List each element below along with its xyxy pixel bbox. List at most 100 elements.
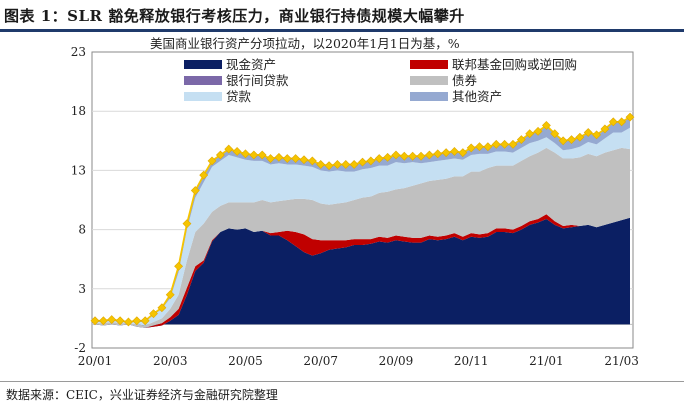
- legend-label-other: 其他资产: [452, 89, 502, 104]
- total-point: [190, 186, 200, 195]
- total-point: [149, 309, 158, 319]
- legend-swatch-other: [410, 92, 448, 101]
- total-point: [232, 147, 242, 156]
- y-tick-label: 23: [71, 45, 86, 59]
- total-point: [266, 154, 275, 163]
- total-point: [617, 117, 627, 127]
- total-point: [567, 135, 576, 145]
- legend-label-loans: 贷款: [226, 89, 252, 104]
- total-point: [215, 150, 225, 160]
- total-point: [316, 160, 326, 169]
- legend-label-interbank: 银行间贷款: [226, 73, 289, 88]
- x-tick-label: 20/01: [78, 354, 113, 368]
- area-securities: [95, 147, 630, 328]
- x-tick-label: 21/03: [604, 354, 639, 368]
- legend-swatch-securities: [410, 76, 448, 85]
- legend-swatch-cash: [184, 60, 222, 69]
- total-point: [224, 144, 234, 154]
- total-point: [366, 156, 376, 166]
- total-point: [533, 126, 543, 136]
- total-point: [608, 117, 618, 127]
- y-tick-label: 13: [71, 163, 86, 177]
- total-point: [332, 160, 342, 169]
- total-point: [525, 129, 535, 139]
- total-point: [391, 150, 401, 160]
- total-point: [541, 120, 551, 130]
- total-point: [358, 157, 367, 167]
- total-point: [500, 139, 510, 149]
- total-point: [483, 142, 493, 152]
- total-point: [241, 149, 250, 159]
- total-point: [249, 150, 259, 160]
- source-note: 数据来源：CEIC，兴业证券经济与金融研究院整理: [6, 388, 278, 402]
- legend-label-cash: 现金资产: [226, 57, 276, 72]
- legend-label-fedfunds: 联邦基金回购或逆回购: [452, 57, 577, 72]
- x-tick-label: 20/09: [379, 354, 414, 368]
- title-rule: [0, 29, 684, 32]
- stacked-areas: [95, 117, 630, 328]
- x-tick-label: 20/05: [228, 354, 263, 368]
- area-loans: [95, 127, 630, 326]
- total-point: [98, 316, 108, 326]
- x-tick-label: 20/07: [303, 354, 338, 368]
- total-point: [416, 151, 426, 161]
- total-point: [592, 130, 601, 140]
- total-point: [450, 147, 459, 156]
- total-point: [383, 152, 393, 162]
- total-point: [458, 148, 468, 158]
- total-point: [508, 139, 518, 149]
- total-point: [140, 316, 150, 326]
- total-point: [491, 139, 501, 149]
- total-point: [374, 154, 384, 163]
- total-point: [174, 261, 184, 271]
- legend-swatch-fedfunds: [410, 60, 448, 69]
- total-point: [157, 303, 167, 313]
- total-point: [433, 149, 443, 159]
- total-point: [583, 128, 593, 137]
- total-point: [341, 160, 351, 169]
- total-point: [207, 156, 217, 166]
- total-point: [90, 316, 100, 326]
- total-point: [182, 219, 192, 229]
- total-point: [115, 316, 125, 326]
- figure-title: 图表 1：SLR 豁免释放银行考核压力，商业银行持债规模大幅攀升: [4, 7, 465, 25]
- total-point: [132, 316, 142, 326]
- chart-title: 美国商业银行资产分项拉动，以2020年1月1日为基，%: [150, 36, 460, 51]
- total-line: [90, 112, 635, 327]
- total-point: [466, 143, 476, 153]
- x-tick-label: 20/11: [454, 354, 489, 368]
- total-point: [307, 156, 317, 166]
- total-point: [399, 151, 409, 161]
- total-point: [199, 170, 209, 180]
- legend-swatch-loans: [184, 92, 222, 101]
- x-tick-label: 20/03: [153, 354, 188, 368]
- total-point: [274, 152, 284, 162]
- total-point: [349, 160, 359, 169]
- total-point: [107, 315, 117, 325]
- total-point: [600, 124, 610, 134]
- x-tick-label: 21/01: [529, 354, 564, 368]
- total-point: [299, 155, 309, 165]
- legend-swatch-interbank: [184, 76, 222, 85]
- total-point: [124, 317, 133, 327]
- total-point: [324, 161, 334, 171]
- total-point: [441, 148, 451, 158]
- total-point: [625, 112, 635, 122]
- total-point: [282, 154, 292, 163]
- total-point: [165, 290, 175, 300]
- source-rule: [0, 381, 684, 382]
- y-tick-label: -2: [74, 341, 86, 355]
- y-tick-label: 3: [78, 282, 86, 296]
- total-point: [291, 154, 301, 163]
- axes: -2 3 8 13 18 23 20/01 20/03 20/05 20/07 20/09 20/11…: [71, 45, 639, 368]
- area-cash: [95, 217, 630, 328]
- total-point: [475, 142, 484, 152]
- legend-label-securities: 债券: [452, 73, 478, 88]
- area-fedfunds: [95, 214, 630, 328]
- total-point: [550, 129, 560, 139]
- total-point: [408, 151, 418, 161]
- y-tick-label: 8: [78, 223, 86, 237]
- total-point: [516, 135, 526, 145]
